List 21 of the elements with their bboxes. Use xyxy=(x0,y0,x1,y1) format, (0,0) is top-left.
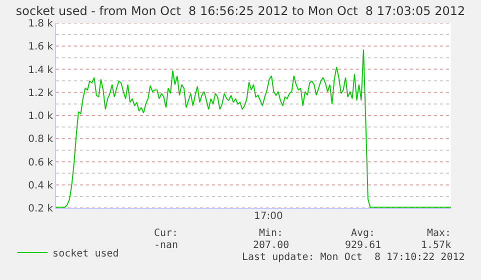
text: Last update: Mon Oct 8 17:10:22 2012 xyxy=(242,252,465,263)
y-tick-label: 0.8 k xyxy=(28,134,54,146)
y-tick-label: 1.8 k xyxy=(28,18,54,30)
y-tick-label: 1.6 k xyxy=(28,42,54,53)
text: -nan xyxy=(154,240,178,251)
y-tick-label: 0.6 k xyxy=(28,157,54,168)
text: 17:00 xyxy=(254,211,283,222)
y-tick-label: 0.2 k xyxy=(28,204,54,214)
chart-title: socket used - from Mon Oct 8 16:56:25 2012 to Mon Oct 8 17:03:05 2012 xyxy=(16,4,466,18)
text: Cur: xyxy=(154,228,178,239)
text: Avg: xyxy=(351,228,376,239)
text: 929.61 xyxy=(345,240,382,251)
text: Max: xyxy=(427,228,452,239)
y-tick-label: 1.4 k xyxy=(28,64,54,76)
y-tick-label: 1.2 k xyxy=(28,88,54,99)
y-tick-label: 1.0 k xyxy=(28,111,54,122)
text: 1.57k xyxy=(421,240,452,251)
legend-label: socket used xyxy=(52,248,119,260)
text: 207.00 xyxy=(253,240,290,251)
y-tick-label: 0.4 k xyxy=(28,180,54,192)
text: Min: xyxy=(259,228,284,239)
